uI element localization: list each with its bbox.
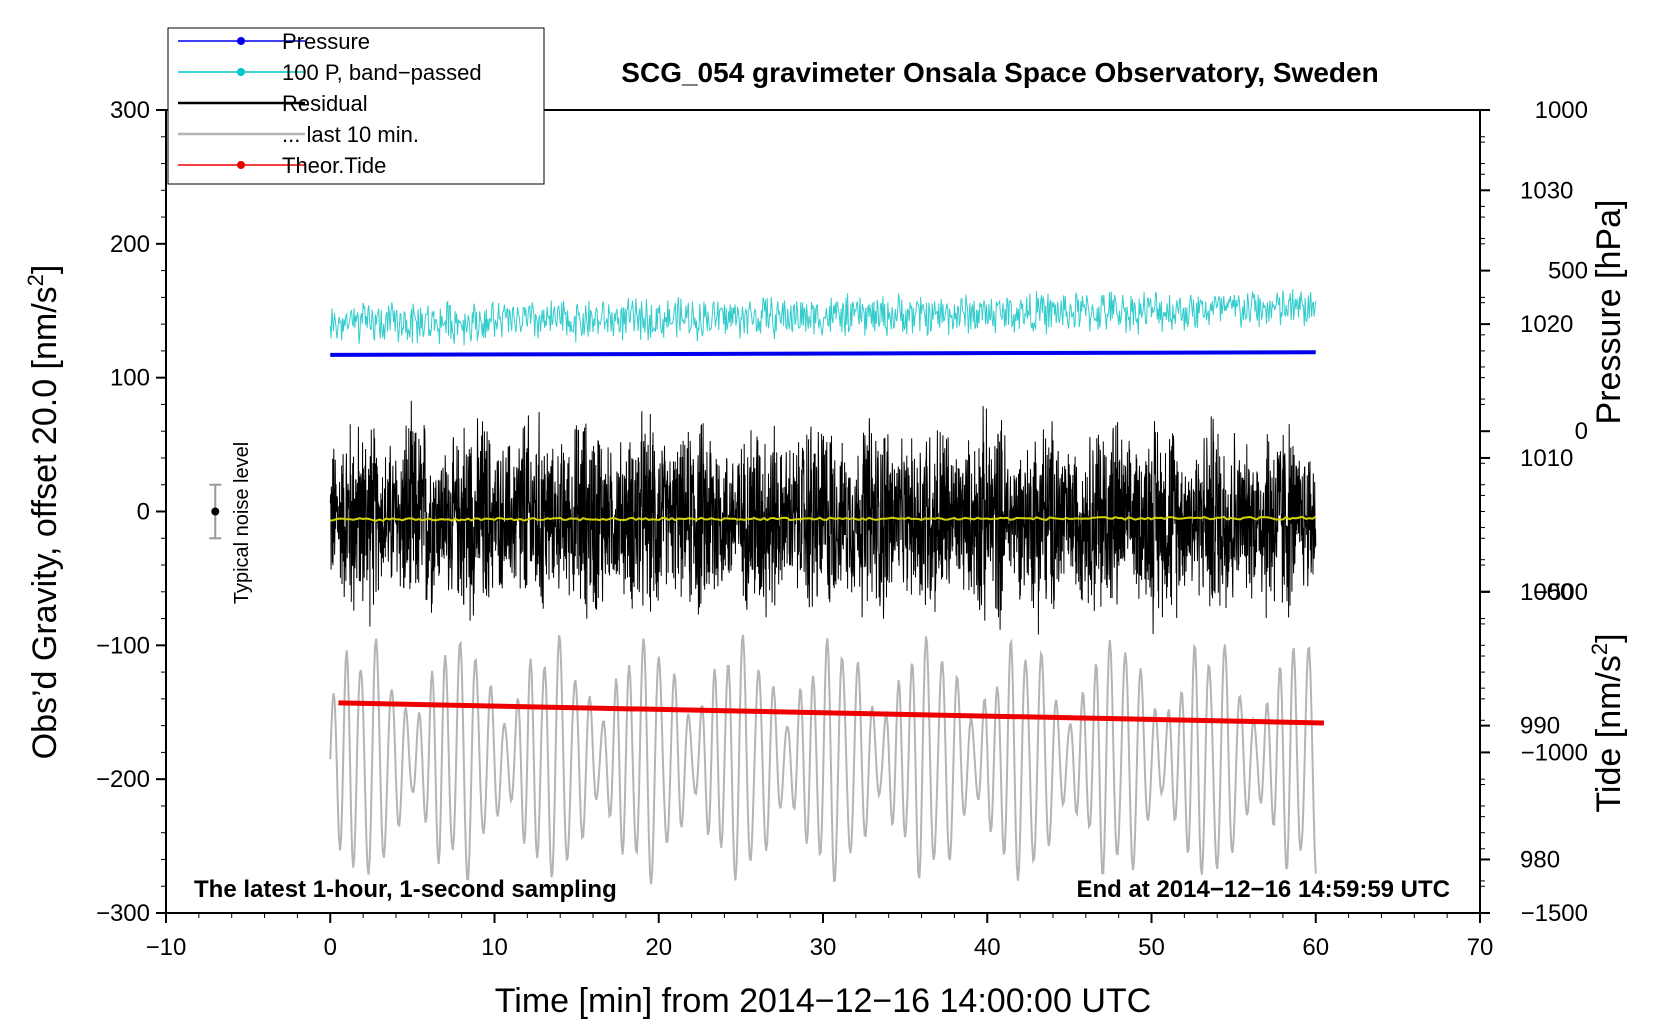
x-axis-title: Time [min] from 2014−12−16 14:00:00 UTC	[495, 982, 1151, 1020]
y-tick-label: 100	[110, 365, 150, 392]
y-tick-label: −100	[96, 632, 150, 659]
y-axis-title-pressure: Pressure [hPa]	[1590, 200, 1628, 425]
y-axis-title-tide-main: Tide [nm/s	[1590, 655, 1628, 812]
y-axis-title-tide: Tide [nm/s2]	[1587, 633, 1628, 812]
legend-marker	[237, 161, 245, 169]
ticks-layer: −10 0 10 20 30 40 50 60 703002001000−100−200−300…	[96, 97, 1588, 961]
y-axis-title-left-main: Obs’d Gravity, offset 20.0 [nm/s	[26, 286, 64, 759]
legend-marker	[237, 68, 245, 76]
y-axis-title-tide-sup: 2	[1587, 643, 1612, 655]
pressure-tick-label: 1000	[1520, 579, 1573, 606]
tide-tick-label: −500	[1534, 579, 1588, 606]
legend-box	[167, 27, 545, 185]
tide-tick-label: 0	[1575, 418, 1588, 445]
series-theor-tide	[338, 700, 1325, 726]
y-tick-label: 0	[137, 499, 150, 526]
legend-label: 100 P, band−passed	[282, 60, 482, 85]
x-tick-label: 10	[481, 934, 508, 961]
legend-label: Theor.Tide	[282, 153, 386, 178]
legend-marker	[237, 37, 245, 45]
x-tick-label: 50	[1138, 934, 1165, 961]
legend-label: ... last 10 min.	[282, 122, 419, 147]
chart-title: SCG_054 gravimeter Onsala Space Observat…	[621, 57, 1378, 88]
series-last-10-min	[329, 634, 1317, 885]
x-tick-label: 30	[810, 934, 837, 961]
tide-tick-label: 1000	[1535, 97, 1588, 124]
tide-tick-label: 500	[1548, 258, 1588, 285]
y-tick-label: 300	[110, 97, 150, 124]
series-pressure	[330, 350, 1316, 357]
pressure-tick-label: 1020	[1520, 311, 1573, 338]
x-tick-label: 60	[1302, 934, 1329, 961]
y-tick-label: −300	[96, 900, 150, 927]
y-axis-title-left-sup: 2	[23, 274, 48, 286]
tide-tick-label: −1000	[1521, 739, 1588, 766]
legend: Pressure 100 P, band−passed Residual ... la…	[178, 29, 482, 178]
x-tick-label: 0	[324, 934, 337, 961]
pressure-tick-label: 1010	[1520, 445, 1573, 472]
noise-bar	[209, 483, 222, 540]
noise-label: Typical noise level	[231, 442, 253, 604]
x-tick-label: 20	[645, 934, 672, 961]
noise-bar-dot	[211, 507, 220, 516]
y-axis-title-tide-end: ]	[1590, 633, 1628, 642]
series-residual	[329, 400, 1317, 635]
series-layer	[329, 288, 1325, 885]
x-tick-label: −10	[146, 934, 187, 961]
y-tick-label: −200	[96, 766, 150, 793]
series-pressure-bandpassed	[329, 288, 1317, 346]
note-left: The latest 1-hour, 1-second sampling	[194, 876, 617, 903]
y-axis-title-left: Obs’d Gravity, offset 20.0 [nm/s2]	[23, 265, 64, 760]
x-tick-label: 40	[974, 934, 1001, 961]
y-tick-label: 200	[110, 231, 150, 258]
pressure-tick-label: 1030	[1520, 177, 1573, 204]
tide-tick-label: −1500	[1521, 900, 1588, 927]
note-right: End at 2014−12−16 14:59:59 UTC	[1076, 876, 1450, 903]
pressure-tick-label: 990	[1520, 713, 1560, 740]
legend-label: Pressure	[282, 29, 370, 54]
y-axis-title-left-end: ]	[26, 265, 64, 274]
legend-label: Residual	[282, 91, 368, 116]
series-residual-mean	[330, 515, 1317, 522]
pressure-tick-label: 980	[1520, 846, 1560, 873]
x-tick-label: 70	[1467, 934, 1494, 961]
